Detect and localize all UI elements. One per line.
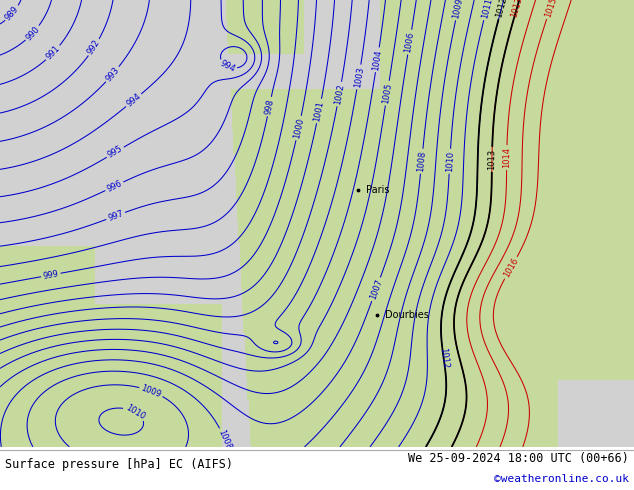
Text: 994: 994 bbox=[218, 59, 236, 74]
Text: 1004: 1004 bbox=[372, 49, 384, 71]
Text: 1008: 1008 bbox=[416, 150, 427, 172]
Text: 1013: 1013 bbox=[510, 0, 524, 19]
Text: 998: 998 bbox=[264, 98, 275, 115]
Text: 1015: 1015 bbox=[543, 0, 558, 19]
Text: 993: 993 bbox=[104, 65, 121, 83]
Text: 1009: 1009 bbox=[451, 0, 465, 19]
Text: 1016: 1016 bbox=[501, 256, 520, 279]
Text: 989: 989 bbox=[4, 4, 21, 23]
Text: Dourbies: Dourbies bbox=[385, 310, 429, 320]
Text: 999: 999 bbox=[42, 269, 60, 281]
Text: 1010: 1010 bbox=[444, 150, 455, 172]
Text: 1014: 1014 bbox=[502, 147, 512, 168]
Text: 1006: 1006 bbox=[404, 31, 416, 53]
Text: Paris: Paris bbox=[366, 185, 389, 195]
Text: 990: 990 bbox=[24, 24, 41, 42]
Text: 1001: 1001 bbox=[313, 100, 326, 122]
Text: 1002: 1002 bbox=[333, 83, 346, 105]
Text: 997: 997 bbox=[107, 209, 125, 223]
Text: ©weatheronline.co.uk: ©weatheronline.co.uk bbox=[494, 474, 629, 484]
Text: 992: 992 bbox=[86, 38, 102, 56]
Text: 1003: 1003 bbox=[353, 66, 365, 88]
Text: 1010: 1010 bbox=[124, 403, 146, 421]
Text: 1000: 1000 bbox=[292, 117, 306, 139]
Text: 1013: 1013 bbox=[488, 149, 496, 170]
Text: 994: 994 bbox=[125, 92, 143, 109]
Text: 995: 995 bbox=[107, 145, 124, 160]
Text: 991: 991 bbox=[44, 44, 61, 62]
Text: We 25-09-2024 18:00 UTC (00+66): We 25-09-2024 18:00 UTC (00+66) bbox=[408, 452, 629, 466]
Text: 1007: 1007 bbox=[368, 278, 384, 301]
Text: 1009: 1009 bbox=[139, 383, 162, 399]
Text: 1005: 1005 bbox=[381, 82, 393, 104]
Text: 1008: 1008 bbox=[217, 428, 233, 451]
Text: 996: 996 bbox=[105, 179, 124, 194]
Text: 1012: 1012 bbox=[495, 0, 509, 19]
Text: 1012: 1012 bbox=[438, 347, 450, 369]
Text: Surface pressure [hPa] EC (AIFS): Surface pressure [hPa] EC (AIFS) bbox=[5, 459, 233, 471]
Text: 1011: 1011 bbox=[480, 0, 494, 19]
